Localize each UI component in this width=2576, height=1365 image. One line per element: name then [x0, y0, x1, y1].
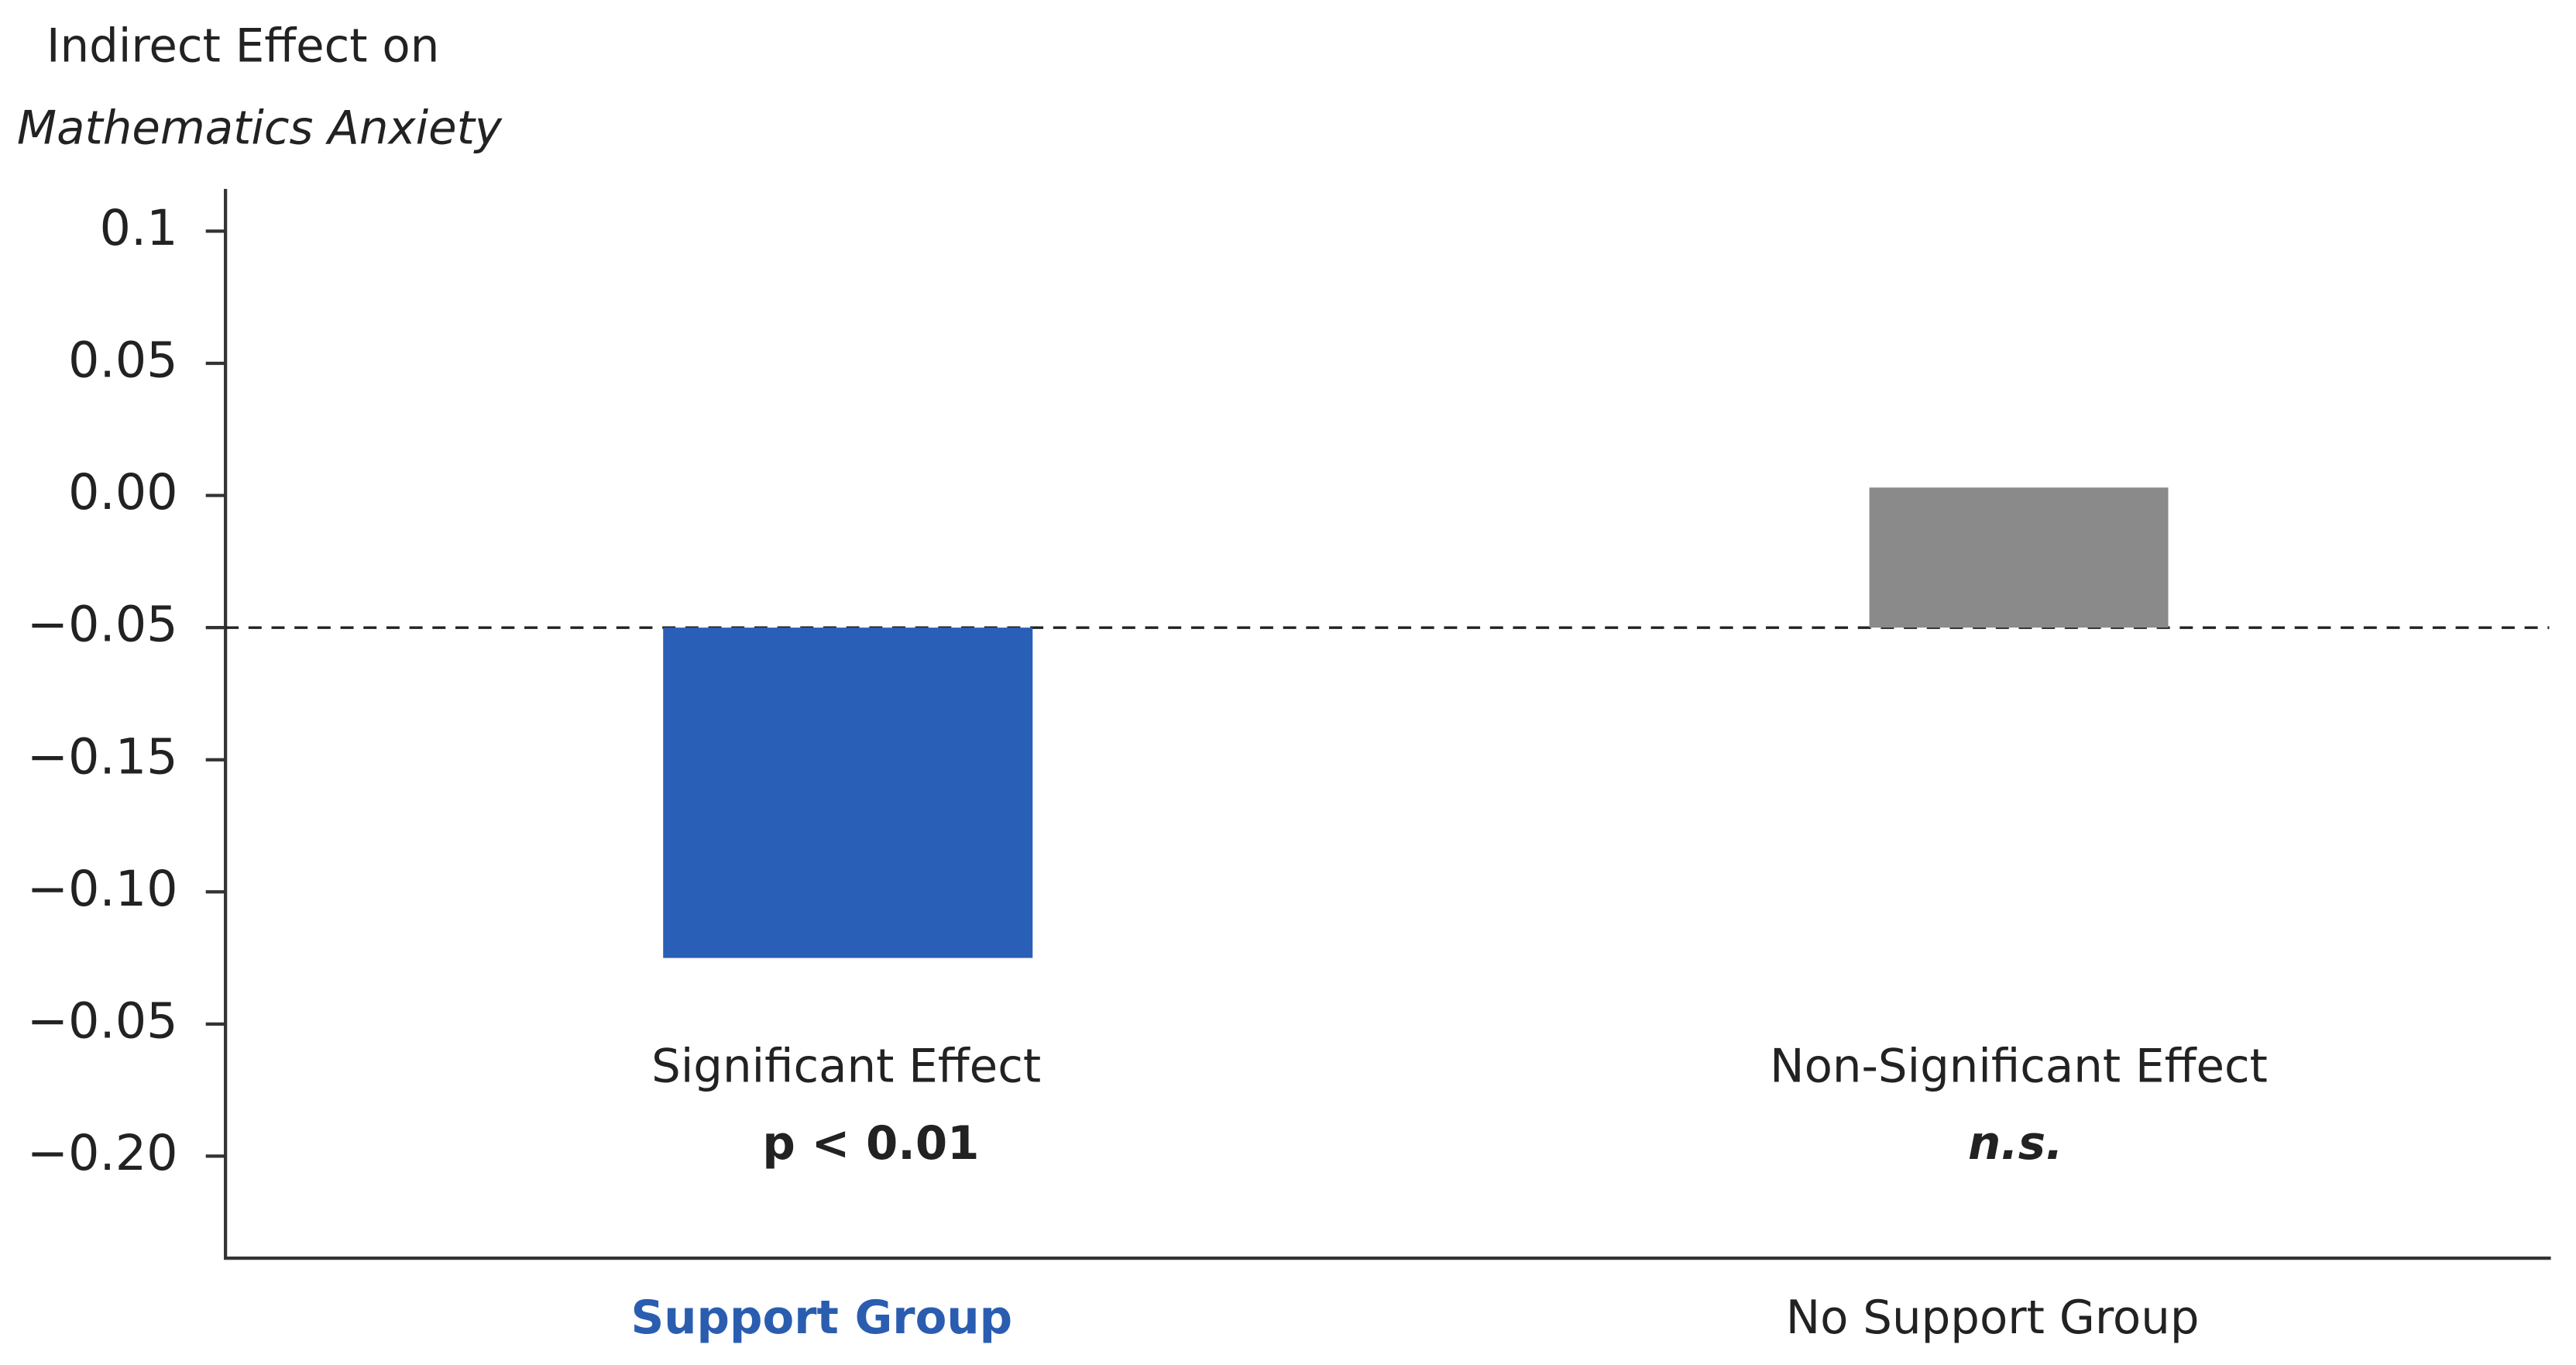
annotation: p < 0.01: [762, 1116, 979, 1170]
bar: [1869, 487, 2169, 628]
y-tick-label: −0.05: [27, 597, 178, 654]
y-axis-title: Mathematics Anxiety: [17, 101, 503, 155]
annotation: Non-Significant Effect: [1770, 1039, 2268, 1092]
bar: [663, 627, 1033, 958]
annotation: n.s.: [1968, 1116, 2063, 1170]
y-tick-label: −0.20: [27, 1125, 178, 1182]
y-tick-label: −0.10: [27, 861, 178, 918]
annotation: Significant Effect: [651, 1039, 1041, 1092]
x-tick-label: Support Group: [631, 1291, 1013, 1344]
y-tick-label: −0.05: [27, 992, 178, 1050]
x-tick-label: No Support Group: [1786, 1291, 2200, 1344]
y-tick-label: 0.1: [99, 200, 177, 257]
y-axis-title: Indirect Effect on: [46, 19, 439, 73]
y-tick-label: 0.05: [68, 332, 178, 390]
y-tick-label: 0.00: [68, 464, 178, 521]
y-tick-label: −0.15: [27, 728, 178, 786]
